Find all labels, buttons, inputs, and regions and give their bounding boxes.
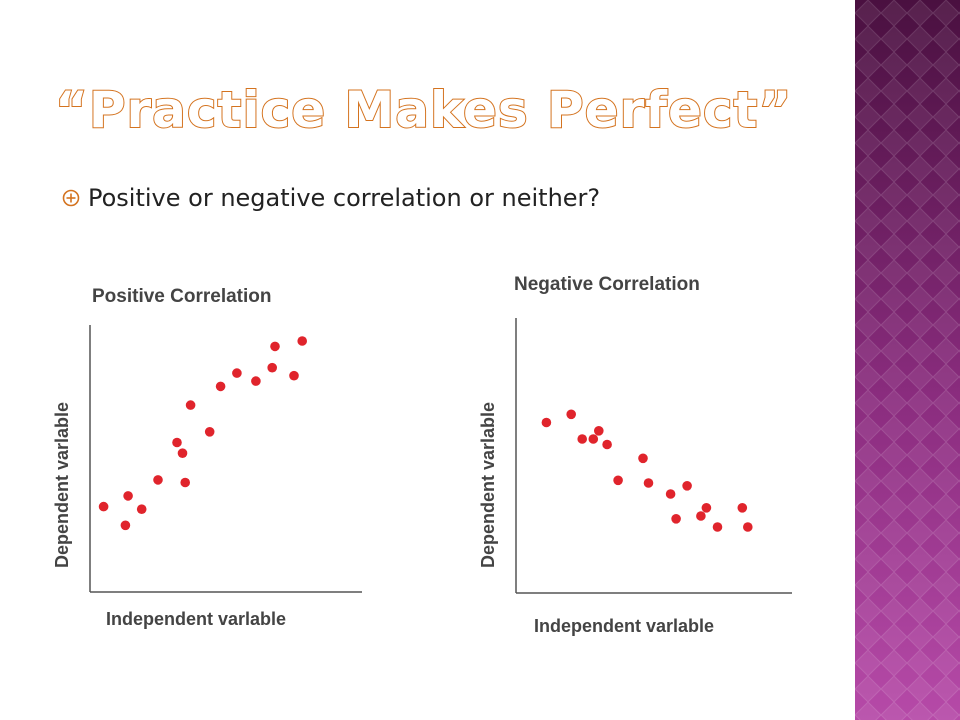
data-point [297, 336, 308, 346]
data-point [232, 368, 242, 378]
data-point [643, 478, 654, 488]
data-point [153, 475, 163, 485]
data-point [541, 417, 552, 428]
data-point [671, 514, 681, 524]
data-point [588, 434, 599, 444]
data-point [696, 511, 706, 521]
data-point [185, 400, 196, 410]
y-axis-label: Dependent varlable [52, 402, 72, 568]
bullet-text: Positive or negative correlation or neit… [88, 184, 601, 212]
negative-correlation-chart: Negative Correlation Independent varlabl… [478, 274, 792, 636]
chart-title: Negative Correlation [514, 274, 700, 295]
data-point [98, 501, 109, 512]
data-point [123, 491, 133, 501]
data-point [566, 409, 576, 420]
data-point [136, 504, 147, 514]
data-point [638, 453, 648, 464]
data-point [737, 503, 748, 513]
data-point [289, 370, 299, 381]
data-point [251, 376, 261, 386]
data-point [712, 522, 723, 532]
data-point [613, 475, 623, 486]
data-point [743, 522, 753, 532]
data-point [180, 477, 190, 488]
circled-plus-bullet-icon [62, 189, 80, 207]
data-point [682, 481, 692, 491]
positive-correlation-chart: Positive Correlation Independent varlabl… [52, 286, 362, 629]
data-point [177, 448, 188, 458]
data-point [120, 520, 131, 531]
data-points [98, 336, 308, 531]
bullet-item: Positive or negative correlation or neit… [62, 180, 600, 216]
data-point [577, 434, 587, 444]
data-point [270, 341, 280, 352]
data-point [172, 437, 182, 448]
data-points [541, 409, 753, 532]
data-point [215, 381, 226, 392]
slide-title: “Practice Makes Perfect” [54, 80, 793, 140]
data-point [594, 426, 604, 436]
data-point [204, 427, 215, 437]
x-axis-label: Independent varlable [106, 609, 286, 629]
data-point [701, 503, 712, 513]
y-axis-label: Dependent varlable [478, 402, 498, 568]
decorative-sidebar [855, 0, 960, 720]
data-point [267, 362, 277, 373]
data-point [665, 489, 676, 499]
x-axis-label: Independent varlable [534, 616, 714, 636]
chart-title: Positive Correlation [92, 286, 272, 307]
data-point [602, 439, 612, 450]
